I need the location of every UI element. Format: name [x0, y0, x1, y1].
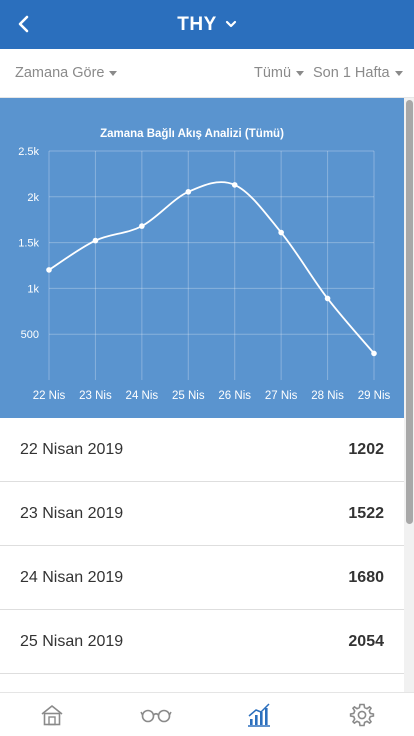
gear-icon	[349, 703, 375, 727]
chart-icon	[248, 703, 270, 727]
data-point[interactable]	[46, 267, 52, 273]
line-chart-svg: Zamana Bağlı Akış Analizi (Tümü) 500 1k 1.…	[18, 128, 391, 402]
list-item-value: 1522	[348, 504, 384, 522]
x-tick-label: 23 Nis	[79, 390, 112, 402]
time-filter-label: Zamana Göre	[15, 65, 105, 81]
data-point[interactable]	[185, 189, 192, 195]
scrollbar[interactable]	[404, 98, 414, 692]
caret-down-icon	[394, 71, 403, 76]
list-item-value: 2054	[348, 632, 384, 650]
x-tick-label: 24 Nis	[126, 390, 159, 402]
list-item-value: 1202	[348, 440, 384, 458]
x-tick-label: 25 Nis	[172, 390, 205, 402]
x-tick-label: 29 Nis	[358, 390, 391, 402]
list-item-date: 23 Nisan 2019	[20, 504, 124, 522]
list-item[interactable]: 22 Nisan 2019 1202	[0, 418, 404, 482]
filter-bar: Zamana Göre Tümü Son 1 Hafta	[0, 49, 414, 98]
app-header: THY	[0, 0, 414, 49]
list-item[interactable]: 25 Nisan 2019 2054	[0, 610, 404, 674]
tab-settings[interactable]	[310, 693, 414, 736]
glasses-icon	[140, 709, 172, 723]
y-tick-label: 1.5k	[18, 238, 39, 250]
list-item-date: 22 Nisan 2019	[20, 440, 124, 458]
list-item-date: 24 Nisan 2019	[20, 568, 124, 586]
data-point[interactable]	[324, 295, 331, 302]
x-tick-label: 28 Nis	[311, 390, 344, 402]
chevron-down-icon	[225, 20, 236, 28]
back-button[interactable]	[10, 10, 38, 38]
caret-down-icon	[296, 71, 305, 76]
x-tick-label: 27 Nis	[265, 390, 298, 402]
period-filter-dropdown[interactable]: Son 1 Hafta	[313, 65, 403, 81]
title-dropdown[interactable]: THY	[0, 0, 414, 49]
data-point[interactable]	[371, 350, 377, 357]
bottom-tab-bar	[0, 692, 414, 736]
tab-analysis[interactable]	[207, 693, 311, 736]
data-point[interactable]	[139, 223, 145, 229]
x-tick-label: 22 Nis	[33, 390, 66, 402]
scrollbar-thumb[interactable]	[406, 100, 413, 524]
home-icon	[41, 705, 63, 726]
data-point[interactable]	[92, 237, 99, 244]
tab-watch[interactable]	[104, 693, 208, 736]
list-item-date: 25 Nisan 2019	[20, 632, 124, 650]
data-point[interactable]	[231, 182, 238, 188]
y-tick-label: 2k	[27, 192, 39, 204]
y-tick-label: 1k	[27, 283, 39, 295]
time-filter-dropdown[interactable]: Zamana Göre	[15, 65, 118, 81]
y-tick-label: 500	[21, 329, 39, 341]
x-tick-label: 26 Nis	[218, 390, 251, 402]
type-filter-label: Tümü	[254, 65, 292, 81]
chevron-left-icon	[18, 15, 29, 33]
y-tick-label: 2.5k	[18, 146, 39, 158]
list-item[interactable]: 23 Nisan 2019 1522	[0, 482, 404, 546]
caret-down-icon	[109, 71, 118, 76]
type-filter-dropdown[interactable]: Tümü	[254, 65, 305, 81]
daily-value-list: 22 Nisan 2019 1202 23 Nisan 2019 1522 24 Nis…	[0, 418, 404, 674]
series-line	[48, 181, 375, 355]
tab-home[interactable]	[0, 693, 104, 736]
page-title: THY	[177, 13, 217, 35]
chart-title: Zamana Bağlı Akış Analizi (Tümü)	[100, 128, 284, 140]
data-point[interactable]	[278, 229, 284, 236]
list-item-value: 1680	[348, 568, 384, 586]
period-filter-label: Son 1 Hafta	[313, 65, 390, 81]
flow-chart: Zamana Bağlı Akış Analizi (Tümü) 500 1k 1.…	[0, 98, 404, 418]
list-item[interactable]: 24 Nisan 2019 1680	[0, 546, 404, 610]
